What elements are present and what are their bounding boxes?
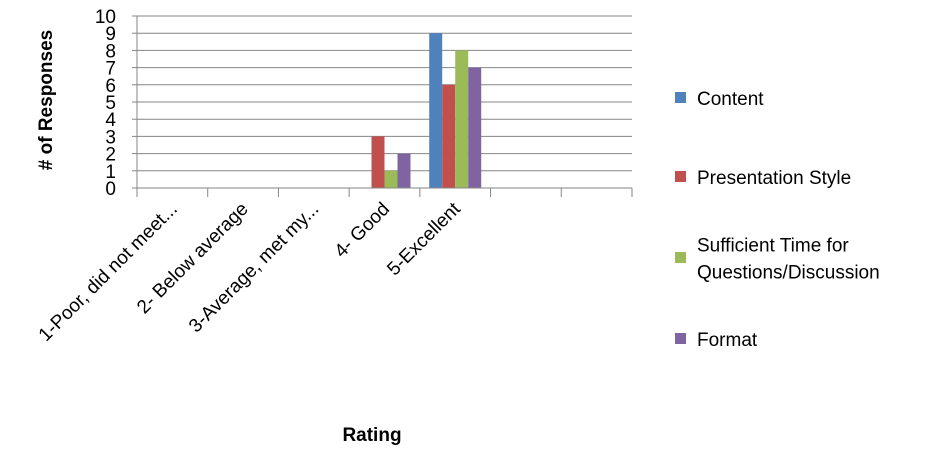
category-label-0: 1-Poor, did not meet... <box>35 199 182 346</box>
bar-1-4 <box>442 84 456 188</box>
y-tick-label-4: 4 <box>105 110 116 131</box>
category-label-4: 5-Excellent <box>383 198 465 280</box>
y-tick-label-6: 6 <box>105 76 116 97</box>
y-tick-label-10: 10 <box>95 7 116 28</box>
legend-swatch-1 <box>675 171 686 182</box>
legend-label-1-0: Presentation Style <box>697 168 851 189</box>
bar-3-4 <box>468 67 482 188</box>
y-axis-title: # of Responses <box>36 30 57 170</box>
y-tick-label-0: 0 <box>105 179 116 200</box>
legend-label-2-0: Sufficient Time for <box>697 236 849 257</box>
bar-3-3 <box>397 153 411 188</box>
category-label-2: 3-Average, met my... <box>185 199 323 337</box>
y-tick-label-7: 7 <box>105 59 116 80</box>
category-label-3: 4- Good <box>331 199 394 262</box>
bar-1-3 <box>371 136 385 188</box>
grid-lines <box>137 15 632 189</box>
bars <box>371 33 482 189</box>
x-axis-title: Rating <box>342 425 401 446</box>
bar-0-4 <box>429 33 443 189</box>
legend: Content Presentation Style Sufficient Time… <box>675 89 880 351</box>
y-tick-label-8: 8 <box>105 41 116 62</box>
y-tick-label-9: 9 <box>105 24 116 45</box>
legend-label-3-0: Format <box>697 330 758 351</box>
y-tick-label-1: 1 <box>105 162 116 183</box>
y-tick-label-3: 3 <box>105 127 116 148</box>
legend-label-2-1: Questions/Discussion <box>697 263 880 284</box>
legend-label-0-0: Content <box>697 89 764 110</box>
legend-swatch-3 <box>675 333 686 344</box>
y-tick-label-5: 5 <box>105 93 116 114</box>
category-labels: 1-Poor, did not meet...2- Below average3… <box>35 198 465 346</box>
bar-2-4 <box>455 50 469 189</box>
bar-2-3 <box>384 170 398 188</box>
y-tick-label-2: 2 <box>105 145 116 166</box>
legend-swatch-2 <box>675 252 686 263</box>
legend-swatch-0 <box>675 92 686 103</box>
axes <box>132 15 633 197</box>
